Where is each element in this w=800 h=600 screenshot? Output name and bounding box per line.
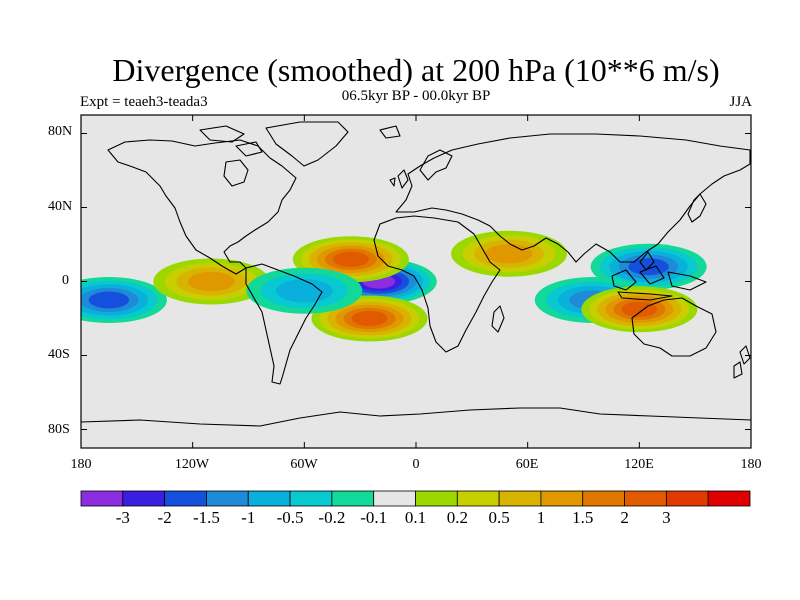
y-tick-label: 40S xyxy=(48,347,70,362)
colorbar-swatch xyxy=(540,490,584,507)
season-label: JJA xyxy=(729,94,752,110)
y-tick-label: 40N xyxy=(48,199,73,214)
colorbar-label: 1 xyxy=(536,508,546,527)
x-tick-label: 120E xyxy=(624,457,654,472)
x-tick-label: 180 xyxy=(740,457,762,472)
colorbar-label: 0.1 xyxy=(404,508,427,527)
contour-band xyxy=(88,291,130,309)
colorbar-label: -1 xyxy=(241,508,256,527)
field-feature xyxy=(292,236,409,283)
contour-fill-layer xyxy=(81,230,707,342)
y-tick-label: 0 xyxy=(62,273,69,288)
x-tick-label: 0 xyxy=(412,457,420,472)
colorbar xyxy=(80,490,751,507)
colorbar-label: 0.5 xyxy=(488,508,510,527)
colorbar-swatch xyxy=(456,490,500,507)
coastline-japan xyxy=(687,193,707,223)
colorbar-swatch xyxy=(122,490,166,507)
coastline-north-america xyxy=(107,139,297,275)
colorbar-label: -3 xyxy=(115,508,130,527)
y-tick-label: 80N xyxy=(48,124,73,139)
colorbar-label: 3 xyxy=(662,508,671,527)
colorbar-swatch xyxy=(289,490,333,507)
colorbar-swatch xyxy=(665,490,709,507)
colorbar-swatch xyxy=(80,490,124,507)
field-feature xyxy=(153,258,270,305)
contour-band xyxy=(351,310,388,327)
colorbar-label: 1.5 xyxy=(572,508,594,527)
colorbar-swatch xyxy=(707,490,751,507)
contour-band xyxy=(187,271,235,292)
colorbar-label: -2 xyxy=(157,508,172,527)
contour-band xyxy=(332,251,369,267)
colorbar-swatch xyxy=(415,490,458,507)
field-feature xyxy=(246,267,363,314)
colorbar-swatch xyxy=(206,490,249,507)
plot-subtitle: 06.5kyr BP - 00.0kyr BP xyxy=(341,88,491,104)
plot-title: Divergence (smoothed) at 200 hPa (10**6 … xyxy=(112,52,720,88)
experiment-label: Expt = teaeh3-teada3 xyxy=(80,94,208,110)
coastlines xyxy=(81,121,751,427)
colorbar-label: -0.5 xyxy=(276,508,304,527)
contour-band xyxy=(485,244,533,264)
x-tick-label: 60W xyxy=(290,457,318,472)
x-tick-label: 180 xyxy=(70,457,92,472)
coastline-madagascar xyxy=(491,305,505,333)
coastline-arctic-islands xyxy=(199,125,401,157)
colorbar-label: -1.5 xyxy=(192,508,220,527)
contour-band xyxy=(621,301,658,317)
colorbar-swatch xyxy=(373,490,416,507)
coastline-antarctica xyxy=(81,407,751,427)
field-feature xyxy=(451,230,568,277)
coastline-maritime-continent xyxy=(611,251,707,301)
coastline-south-america xyxy=(245,263,323,385)
contour-band xyxy=(276,279,333,303)
y-tick-label: 80S xyxy=(48,422,70,437)
coastline-greenland xyxy=(265,121,349,167)
x-tick-label: 60E xyxy=(515,457,539,472)
x-tick-label: 120W xyxy=(174,457,210,472)
colorbar-swatch xyxy=(331,490,375,507)
coastline-africa xyxy=(373,215,501,353)
coastline-british-isles xyxy=(389,169,409,189)
colorbar-swatch xyxy=(247,490,291,507)
coastline-hudson-bay xyxy=(223,159,249,187)
axis-ticks xyxy=(80,115,752,448)
colorbar-label: 0.2 xyxy=(446,508,468,527)
coastline-new-zealand xyxy=(733,345,751,379)
map-field xyxy=(81,115,751,448)
colorbar-label: -0.2 xyxy=(318,508,346,527)
field-feature xyxy=(81,277,167,323)
coastline-scandinavia xyxy=(419,149,453,181)
coastline-australia xyxy=(631,297,717,357)
coastline-eurasia xyxy=(395,133,751,263)
colorbar-label: -0.1 xyxy=(360,508,388,527)
colorbar-swatch xyxy=(582,490,625,507)
colorbar-swatch xyxy=(624,490,667,507)
colorbar-swatch xyxy=(498,490,542,507)
colorbar-label: 2 xyxy=(620,508,629,527)
colorbar-swatch xyxy=(164,490,207,507)
